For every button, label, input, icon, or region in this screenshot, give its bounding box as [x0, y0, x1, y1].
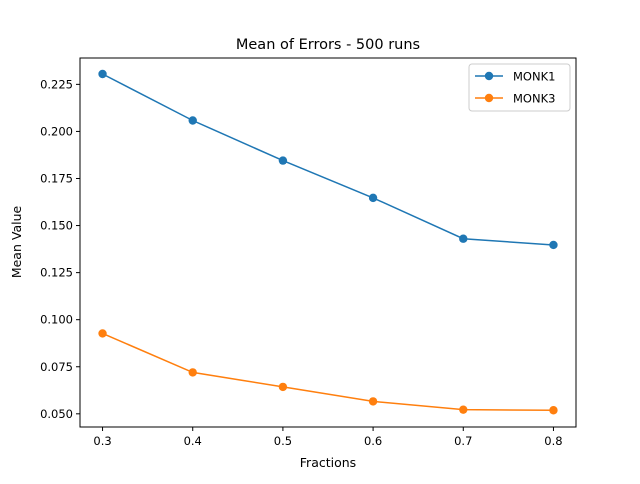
x-tick-label: 0.8 — [544, 434, 562, 448]
series-layer — [98, 69, 558, 415]
y-tick-label: 0.200 — [40, 124, 73, 138]
series-line-monk1 — [102, 73, 554, 246]
data-point-monk1 — [549, 240, 558, 250]
series-line-monk3 — [102, 332, 554, 411]
x-tick-label: 0.6 — [364, 434, 382, 448]
y-tick-label: 0.075 — [40, 360, 73, 374]
y-tick-label: 0.225 — [40, 77, 73, 91]
data-point-monk3 — [368, 397, 378, 406]
data-point-monk3 — [549, 406, 558, 415]
legend-label-monk3: MONK3 — [513, 92, 555, 106]
data-point-monk1 — [368, 193, 378, 203]
y-tick-label: 0.100 — [40, 313, 73, 327]
y-axis-label: Mean Value — [9, 206, 24, 279]
legend-marker-monk1 — [484, 71, 494, 81]
y-tick-label: 0.125 — [40, 266, 73, 280]
x-tick-label: 0.3 — [93, 434, 111, 448]
legend: MONK1 MONK3 — [468, 63, 571, 112]
data-point-monk3 — [98, 329, 107, 338]
x-tick-label: 0.4 — [184, 434, 202, 448]
chart-title: Mean of Errors - 500 runs — [236, 37, 420, 53]
data-point-monk1 — [188, 116, 197, 125]
data-point-monk3 — [459, 405, 468, 414]
legend-label-monk1: MONK1 — [513, 70, 555, 84]
plot-frame — [79, 57, 577, 428]
y-tick-label: 0.050 — [40, 407, 73, 421]
data-point-monk1 — [459, 234, 468, 243]
x-tick-label: 0.5 — [274, 434, 292, 448]
x-tick-label: 0.7 — [454, 434, 472, 448]
x-axis-label: Fractions — [300, 455, 356, 470]
y-tick-label: 0.150 — [40, 219, 73, 233]
axis-ticks: 0.3 0.4 0.5 0.6 0.7 0.8 0.050 0.075 0.100 0.125 0.… — [40, 77, 563, 448]
y-tick-label: 0.175 — [40, 171, 73, 185]
data-point-monk3 — [278, 382, 288, 392]
data-point-monk1 — [98, 69, 107, 79]
legend-marker-monk3 — [484, 93, 494, 103]
data-point-monk1 — [278, 156, 288, 165]
data-point-monk3 — [188, 368, 197, 377]
